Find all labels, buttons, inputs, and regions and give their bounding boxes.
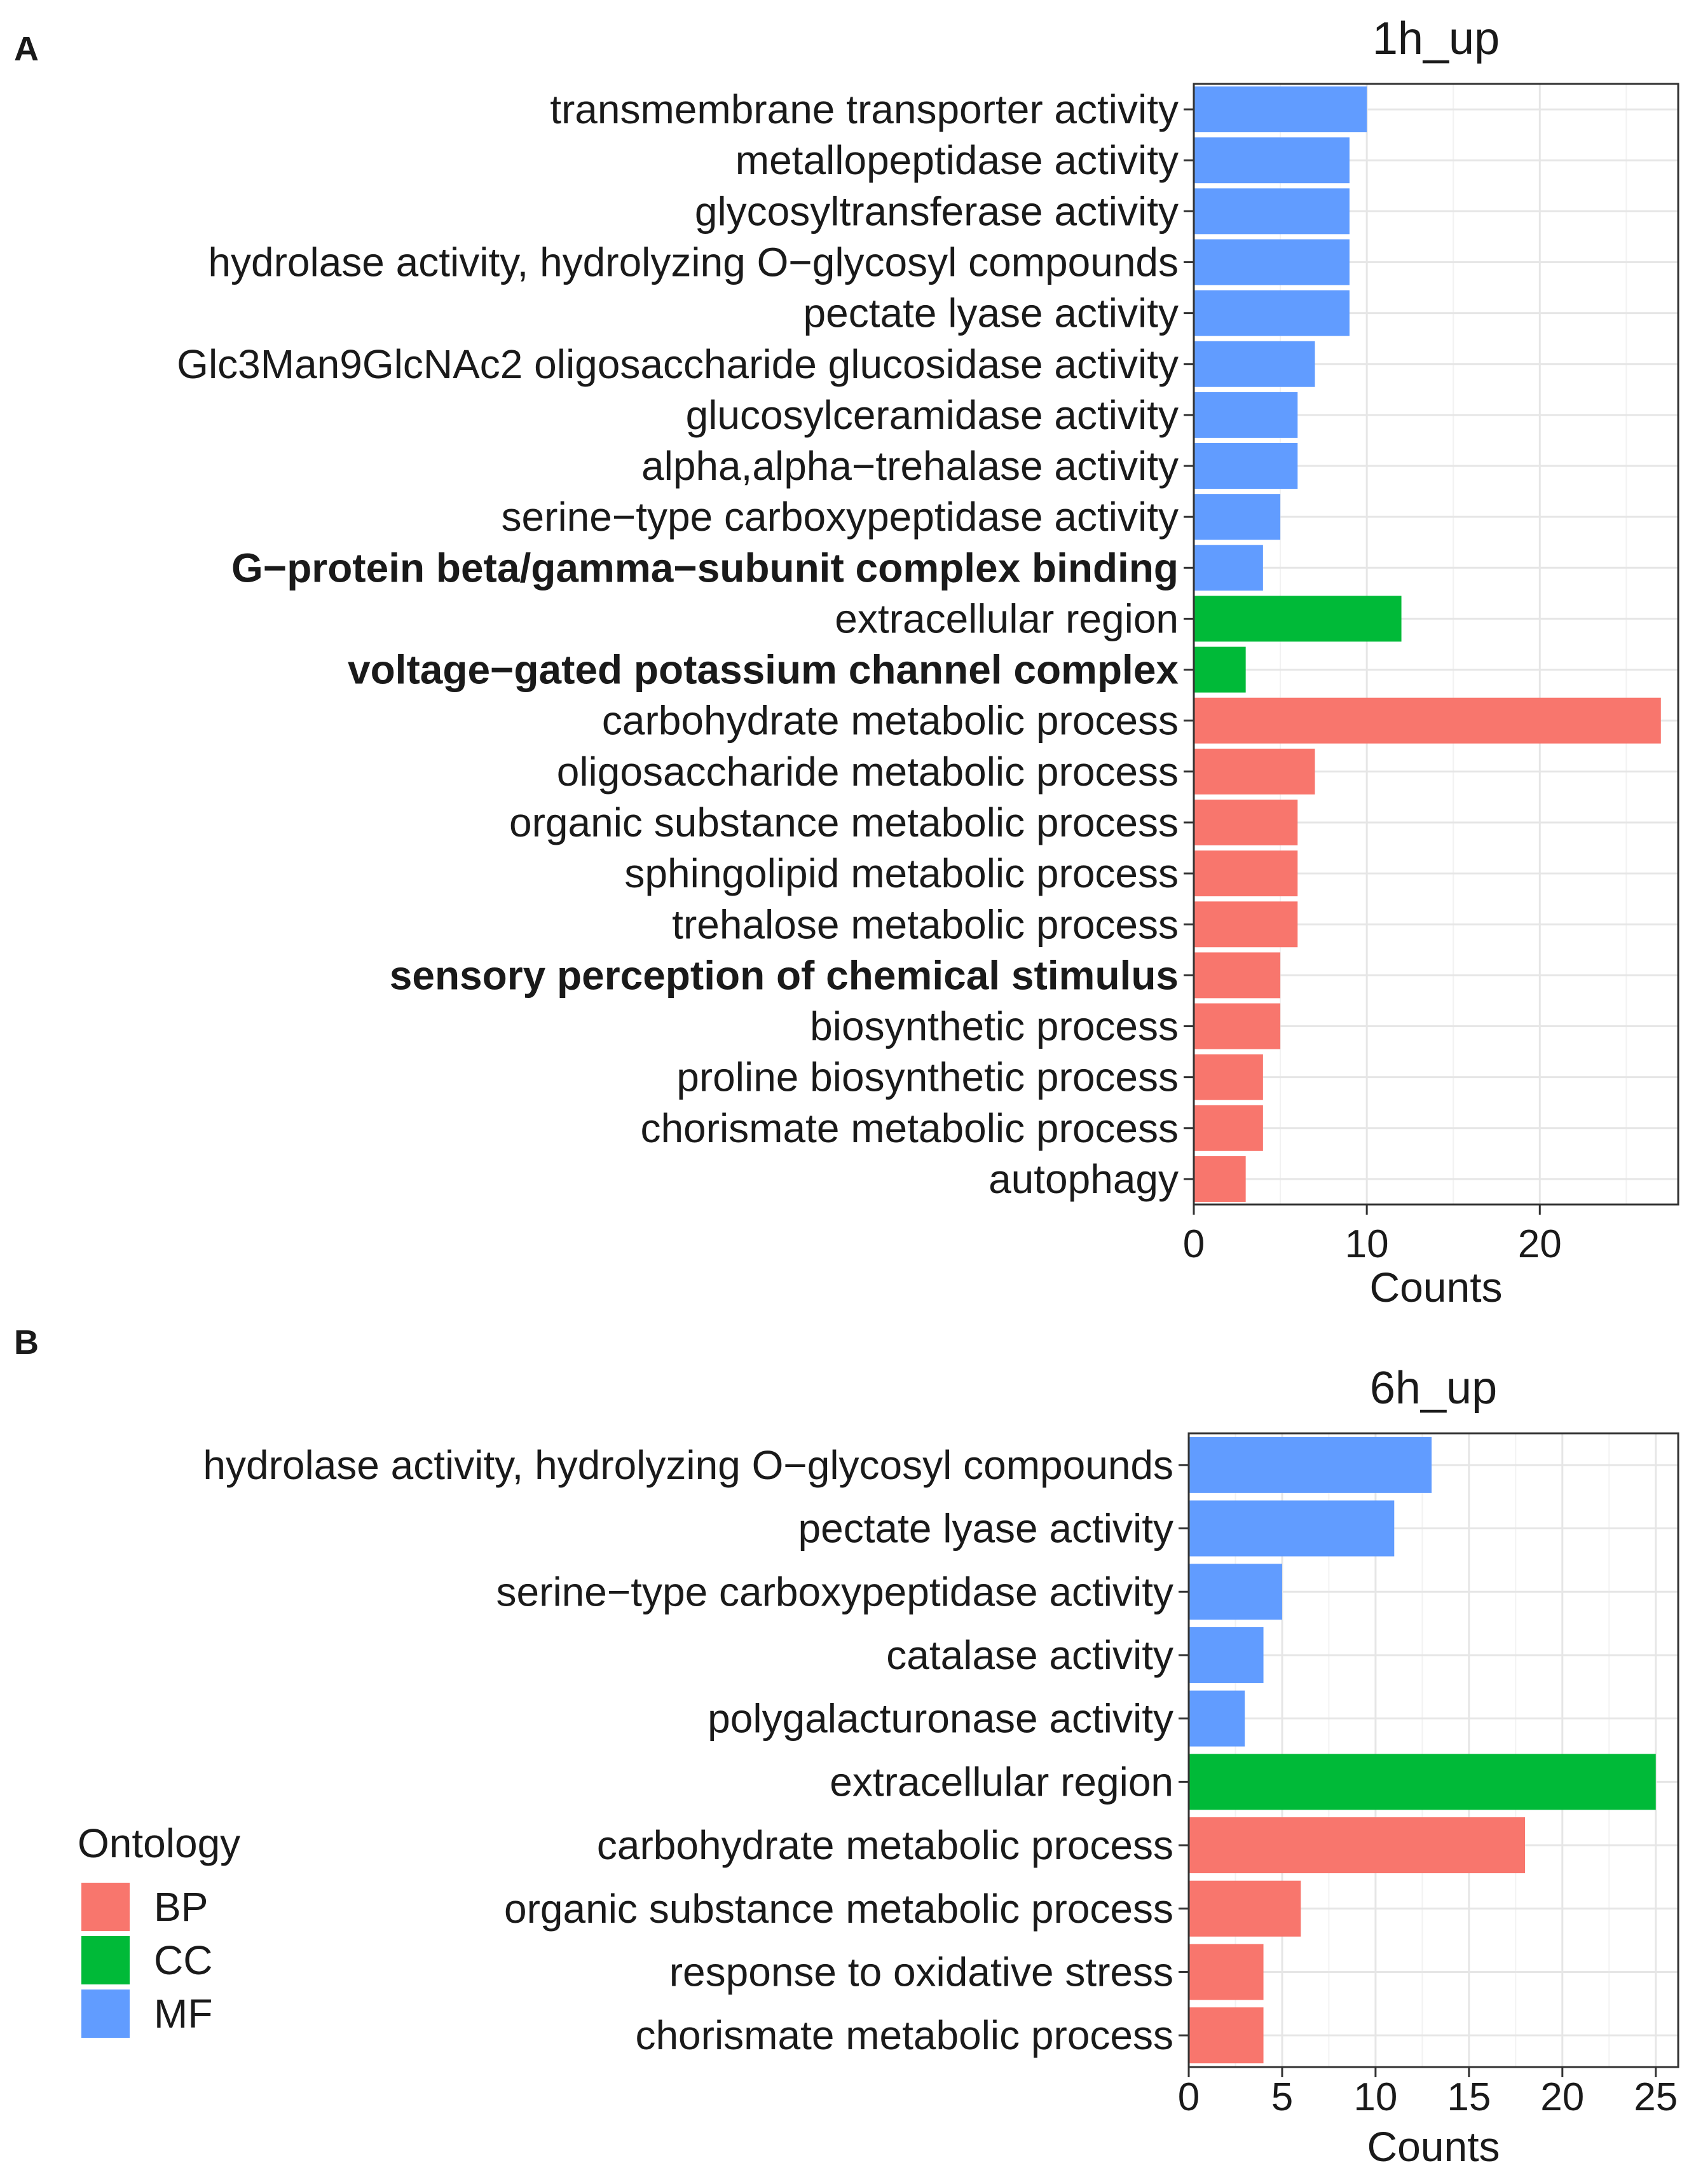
legend: Ontology BP CC MF <box>78 1820 240 2038</box>
category-label: voltage−gated potassium channel complex <box>348 647 1179 693</box>
category-label: trehalose metabolic process <box>672 901 1179 947</box>
category-label: hydrolase activity, hydrolyzing O−glycos… <box>203 1442 1173 1488</box>
category-label: sphingolipid metabolic process <box>624 850 1179 896</box>
chart-title: 6h_up <box>1370 1363 1497 1414</box>
panel-tag: A <box>14 30 39 68</box>
legend-swatch <box>81 1989 130 2038</box>
bar <box>1189 2007 1264 2064</box>
category-label: organic substance metabolic process <box>509 800 1179 845</box>
bar <box>1194 290 1350 336</box>
x-tick-label: 25 <box>1634 2075 1678 2119</box>
bar <box>1194 137 1350 184</box>
bar <box>1194 952 1281 999</box>
bar <box>1189 1817 1526 1874</box>
bar <box>1189 1564 1282 1620</box>
x-tick-label: 0 <box>1178 2075 1200 2119</box>
x-tick-label: 0 <box>1183 1222 1205 1266</box>
panel-b: B 6h_up hydrolase activity, hydrolyzing O−… <box>14 1323 1679 2170</box>
x-tick-label: 10 <box>1345 1222 1389 1266</box>
x-tick-label: 20 <box>1518 1222 1562 1266</box>
category-label: serine−type carboxypeptidase activity <box>496 1569 1173 1614</box>
bar <box>1194 341 1315 387</box>
bar <box>1194 443 1298 489</box>
category-label: serine−type carboxypeptidase activity <box>502 494 1179 540</box>
bar <box>1194 901 1298 948</box>
x-tick-label: 15 <box>1447 2075 1491 2119</box>
category-label: organic substance metabolic process <box>504 1886 1173 1932</box>
category-label: chorismate metabolic process <box>640 1105 1179 1151</box>
category-label: chorismate metabolic process <box>635 2012 1173 2058</box>
x-tick-label: 10 <box>1353 2075 1397 2119</box>
category-label: transmembrane transporter activity <box>550 86 1179 132</box>
x-tick-label: 20 <box>1540 2075 1584 2119</box>
category-label: catalase activity <box>886 1632 1173 1678</box>
category-label: biosynthetic process <box>810 1004 1179 1049</box>
legend-swatch <box>81 1936 130 1984</box>
bar <box>1194 748 1315 795</box>
category-label: proline biosynthetic process <box>676 1054 1179 1100</box>
category-label: pectate lyase activity <box>804 290 1179 336</box>
category-label: glycosyltransferase activity <box>695 188 1179 234</box>
bar <box>1194 799 1298 845</box>
bar <box>1194 1105 1263 1151</box>
category-label: polygalacturonase activity <box>708 1696 1173 1742</box>
bar <box>1194 239 1350 285</box>
legend-label: BP <box>154 1884 208 1930</box>
legend-title: Ontology <box>78 1820 240 1866</box>
chart-title: 1h_up <box>1372 13 1500 64</box>
bar <box>1189 1500 1395 1557</box>
category-label: glucosylceramidase activity <box>686 392 1179 438</box>
category-label: hydrolase activity, hydrolyzing O−glycos… <box>208 239 1179 285</box>
category-label: Glc3Man9GlcNAc2 oligosaccharide glucosid… <box>177 341 1179 387</box>
bar <box>1194 646 1246 693</box>
bar <box>1194 850 1298 897</box>
bar <box>1189 1944 1264 2000</box>
bar <box>1194 494 1281 540</box>
category-label: carbohydrate metabolic process <box>597 1822 1173 1868</box>
category-label: extracellular region <box>830 1759 1173 1805</box>
category-label: response to oxidative stress <box>669 1949 1173 1995</box>
bar <box>1194 392 1298 438</box>
legend-label: CC <box>154 1937 212 1983</box>
category-label: alpha,alpha−trehalase activity <box>641 443 1179 489</box>
bar <box>1189 1437 1432 1493</box>
bar <box>1189 1627 1264 1683</box>
category-label: G−protein beta/gamma−subunit complex bin… <box>231 545 1179 590</box>
x-axis-title: Counts <box>1369 1264 1502 1311</box>
category-label: autophagy <box>988 1156 1179 1202</box>
bar <box>1194 697 1661 744</box>
category-label: pectate lyase activity <box>798 1506 1174 1552</box>
bar <box>1189 1754 1656 1810</box>
bar <box>1194 1156 1246 1202</box>
panel-tag: B <box>14 1323 39 1362</box>
legend-label: MF <box>154 1991 212 2037</box>
category-label: metallopeptidase activity <box>735 137 1179 183</box>
bar <box>1194 1003 1281 1049</box>
bar <box>1194 545 1263 591</box>
legend-swatch <box>81 1883 130 1931</box>
bar <box>1189 1690 1245 1747</box>
x-tick-label: 5 <box>1271 2075 1293 2119</box>
category-label: sensory perception of chemical stimulus <box>390 952 1179 998</box>
category-label: carbohydrate metabolic process <box>602 698 1179 744</box>
bar <box>1194 1054 1263 1100</box>
bar <box>1194 596 1402 642</box>
x-axis-title: Counts <box>1367 2123 1500 2170</box>
bar <box>1189 1880 1301 1937</box>
category-label: extracellular region <box>835 596 1179 641</box>
plot-border <box>1187 1432 1679 2068</box>
bar <box>1194 188 1350 235</box>
plot-border <box>1193 83 1679 1206</box>
category-label: oligosaccharide metabolic process <box>557 749 1179 795</box>
bar <box>1194 86 1367 133</box>
panel-a: A 1h_up transmembrane transporter activity… <box>14 13 1679 1311</box>
